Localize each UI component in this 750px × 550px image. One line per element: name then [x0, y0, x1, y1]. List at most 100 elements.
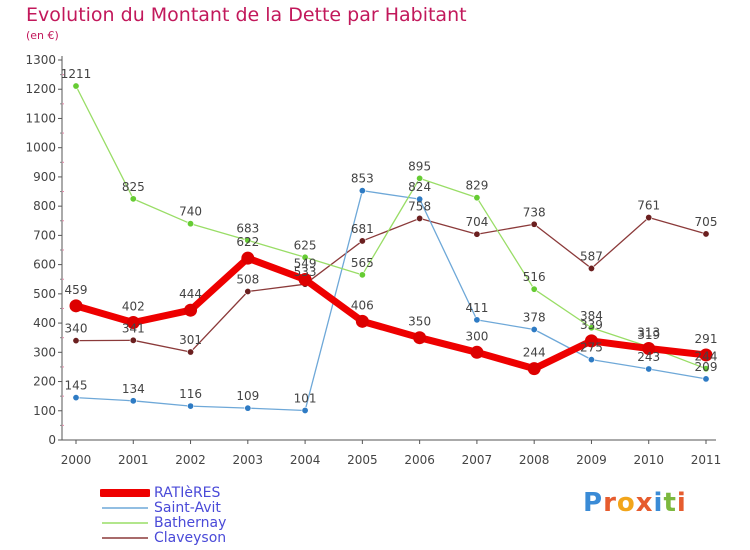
- y-tick-label: 800: [33, 199, 56, 213]
- data-label: 625: [294, 238, 317, 252]
- data-point: [645, 365, 653, 373]
- x-tick-label: 2000: [61, 453, 92, 467]
- data-point: [473, 194, 481, 202]
- data-label: 101: [294, 391, 317, 405]
- data-point: [129, 195, 137, 203]
- x-tick-label: 2011: [691, 453, 722, 467]
- data-point: [358, 237, 366, 245]
- data-point: [413, 331, 427, 345]
- data-label: 508: [236, 273, 259, 287]
- x-tick-label: 2006: [404, 453, 435, 467]
- data-label: 565: [351, 256, 374, 270]
- data-point: [530, 220, 538, 228]
- y-tick-label: 900: [33, 170, 56, 184]
- brand-letter: r: [603, 488, 617, 518]
- brand-letter: t: [663, 488, 677, 518]
- data-label: 738: [523, 205, 546, 219]
- data-point: [587, 356, 595, 364]
- data-label: 313: [637, 326, 660, 340]
- x-tick-label: 2007: [462, 453, 493, 467]
- data-point: [416, 195, 424, 203]
- data-point: [244, 288, 252, 296]
- data-point: [584, 334, 598, 348]
- data-point: [126, 315, 140, 329]
- data-label: 444: [179, 287, 202, 301]
- data-point: [473, 230, 481, 238]
- y-tick-label: 1300: [25, 53, 56, 67]
- chart-title: Evolution du Montant de la Dette par Hab…: [26, 4, 467, 26]
- x-tick-label: 2005: [347, 453, 378, 467]
- legend-item-saint-avit[interactable]: Saint-Avit: [100, 500, 226, 515]
- data-label: 340: [65, 322, 88, 336]
- data-label: 622: [236, 235, 259, 249]
- data-label: 895: [408, 159, 431, 173]
- data-label: 829: [465, 179, 488, 193]
- x-tick-label: 2004: [290, 453, 321, 467]
- x-tick-label: 2002: [175, 453, 206, 467]
- legend-swatch-saint-avit: [102, 506, 148, 509]
- y-tick-label: 1000: [25, 141, 56, 155]
- legend: RATIèRES Saint-Avit Bathernay Claveyson: [100, 485, 226, 545]
- brand-letter: o: [616, 488, 636, 518]
- x-tick-label: 2008: [519, 453, 550, 467]
- data-label: 549: [294, 257, 317, 271]
- data-label: 244: [523, 346, 546, 360]
- y-tick-label: 100: [33, 404, 56, 418]
- data-point: [358, 271, 366, 279]
- legend-label-ratieres: RATIèRES: [154, 484, 221, 501]
- data-label: 378: [523, 311, 546, 325]
- series-line-0: [72, 254, 710, 373]
- data-point: [301, 253, 309, 261]
- data-point: [244, 236, 252, 244]
- data-point: [527, 362, 541, 376]
- data-label: 275: [580, 341, 603, 355]
- x-tick-label: 2010: [633, 453, 664, 467]
- data-label: 145: [65, 379, 88, 393]
- legend-item-bathernay[interactable]: Bathernay: [100, 515, 226, 530]
- data-label: 350: [408, 315, 431, 329]
- data-point: [587, 264, 595, 272]
- legend-label-claveyson: Claveyson: [154, 529, 227, 546]
- data-label: 109: [236, 389, 259, 403]
- data-point: [244, 404, 252, 412]
- legend-item-ratieres[interactable]: RATIèRES: [100, 485, 226, 500]
- data-point: [473, 316, 481, 324]
- data-label: 209: [695, 360, 718, 374]
- data-point: [530, 326, 538, 334]
- data-point: [129, 397, 137, 405]
- brand-letter: P: [583, 488, 604, 518]
- data-label: 402: [122, 299, 145, 313]
- data-point: [301, 406, 309, 414]
- y-tick-label: 300: [33, 345, 56, 359]
- data-label: 300: [465, 329, 488, 343]
- y-tick-label: 0: [48, 433, 56, 447]
- brand-letter: i: [676, 488, 687, 518]
- data-point: [470, 345, 484, 359]
- brand-letter: i: [653, 488, 664, 518]
- data-label: 384: [580, 309, 603, 323]
- data-point: [416, 174, 424, 182]
- data-point: [241, 251, 255, 265]
- legend-swatch-ratieres: [100, 488, 150, 497]
- data-label: 291: [695, 332, 718, 346]
- legend-swatch-claveyson: [102, 536, 148, 539]
- data-label: 1211: [61, 67, 92, 81]
- data-label: 339: [580, 318, 603, 332]
- chart-subtitle: (en €): [26, 29, 59, 42]
- data-point: [72, 337, 80, 345]
- data-label: 533: [294, 265, 317, 279]
- y-tick-label: 500: [33, 287, 56, 301]
- data-label: 824: [408, 180, 431, 194]
- data-label: 705: [695, 215, 718, 229]
- data-label: 243: [637, 350, 660, 364]
- data-label: 758: [408, 199, 431, 213]
- legend-item-claveyson[interactable]: Claveyson: [100, 530, 226, 545]
- brand-logo: Proxiti: [583, 488, 687, 518]
- data-label: 683: [236, 221, 259, 235]
- data-point: [72, 82, 80, 90]
- y-tick-label: 1100: [25, 111, 56, 125]
- data-point: [72, 394, 80, 402]
- data-label: 406: [351, 298, 374, 312]
- data-label: 825: [122, 180, 145, 194]
- data-point: [355, 314, 369, 328]
